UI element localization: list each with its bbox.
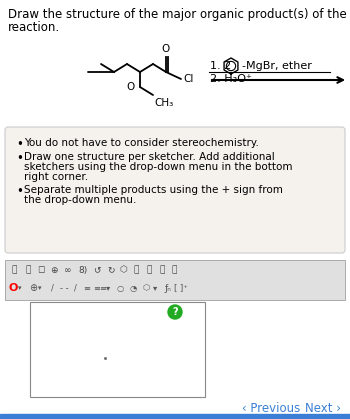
Text: Draw one structure per sketcher. Add additional: Draw one structure per sketcher. Add add… bbox=[24, 152, 275, 162]
Text: ↻: ↻ bbox=[107, 266, 115, 274]
Text: ≡: ≡ bbox=[84, 284, 91, 292]
Text: ⊕: ⊕ bbox=[50, 266, 58, 274]
Text: •: • bbox=[16, 185, 23, 198]
Text: 📋: 📋 bbox=[133, 266, 139, 274]
FancyBboxPatch shape bbox=[5, 260, 345, 300]
Text: ▾: ▾ bbox=[18, 285, 22, 291]
Text: ◻: ◻ bbox=[37, 266, 45, 274]
Text: 🗂: 🗂 bbox=[25, 266, 31, 274]
Text: 2. H₃O⁺: 2. H₃O⁺ bbox=[210, 74, 252, 84]
Text: reaction.: reaction. bbox=[8, 21, 60, 34]
Text: /: / bbox=[50, 284, 54, 292]
Text: O: O bbox=[127, 82, 135, 92]
Text: -MgBr, ether: -MgBr, ether bbox=[242, 61, 312, 71]
Text: ƒₙ: ƒₙ bbox=[164, 284, 172, 292]
FancyBboxPatch shape bbox=[30, 302, 205, 397]
Text: [ ]⁺: [ ]⁺ bbox=[174, 284, 188, 292]
FancyBboxPatch shape bbox=[5, 127, 345, 253]
Text: ↺: ↺ bbox=[93, 266, 101, 274]
Text: ⬡: ⬡ bbox=[119, 266, 127, 274]
Text: ⊕: ⊕ bbox=[29, 283, 37, 293]
Text: Cl: Cl bbox=[183, 74, 193, 84]
Text: ▾: ▾ bbox=[153, 284, 157, 292]
Text: Next ›: Next › bbox=[305, 401, 341, 414]
Text: ▾: ▾ bbox=[106, 284, 110, 292]
Bar bbox=[0, 414, 350, 419]
Text: 🌿: 🌿 bbox=[171, 266, 177, 274]
Circle shape bbox=[168, 305, 182, 319]
Text: - -: - - bbox=[60, 284, 68, 292]
Text: O: O bbox=[8, 283, 18, 293]
Text: sketchers using the drop-down menu in the bottom: sketchers using the drop-down menu in th… bbox=[24, 162, 293, 172]
Text: 8): 8) bbox=[78, 266, 88, 274]
Text: ≡≡: ≡≡ bbox=[93, 284, 107, 292]
Text: Separate multiple products using the + sign from: Separate multiple products using the + s… bbox=[24, 185, 283, 195]
Text: CH₃: CH₃ bbox=[154, 98, 173, 108]
Text: 🔎: 🔎 bbox=[159, 266, 165, 274]
Text: You do not have to consider stereochemistry.: You do not have to consider stereochemis… bbox=[24, 138, 259, 148]
Text: •: • bbox=[16, 152, 23, 165]
Text: •: • bbox=[16, 138, 23, 151]
Text: 🔍: 🔍 bbox=[146, 266, 152, 274]
Text: /: / bbox=[74, 284, 76, 292]
Text: ‹ Previous: ‹ Previous bbox=[242, 401, 300, 414]
Text: ○: ○ bbox=[116, 284, 124, 292]
Text: ◔: ◔ bbox=[130, 284, 136, 292]
Text: O: O bbox=[162, 44, 170, 54]
Text: ∞: ∞ bbox=[64, 266, 72, 274]
Text: ?: ? bbox=[172, 307, 178, 317]
Text: right corner.: right corner. bbox=[24, 172, 88, 182]
Text: the drop-down menu.: the drop-down menu. bbox=[24, 195, 136, 205]
Text: ✋: ✋ bbox=[11, 266, 17, 274]
Text: ▾: ▾ bbox=[38, 285, 42, 291]
Text: ⬡: ⬡ bbox=[142, 284, 150, 292]
Text: 1. 2: 1. 2 bbox=[210, 61, 231, 71]
Text: Draw the structure of the major organic product(s) of the: Draw the structure of the major organic … bbox=[8, 8, 347, 21]
